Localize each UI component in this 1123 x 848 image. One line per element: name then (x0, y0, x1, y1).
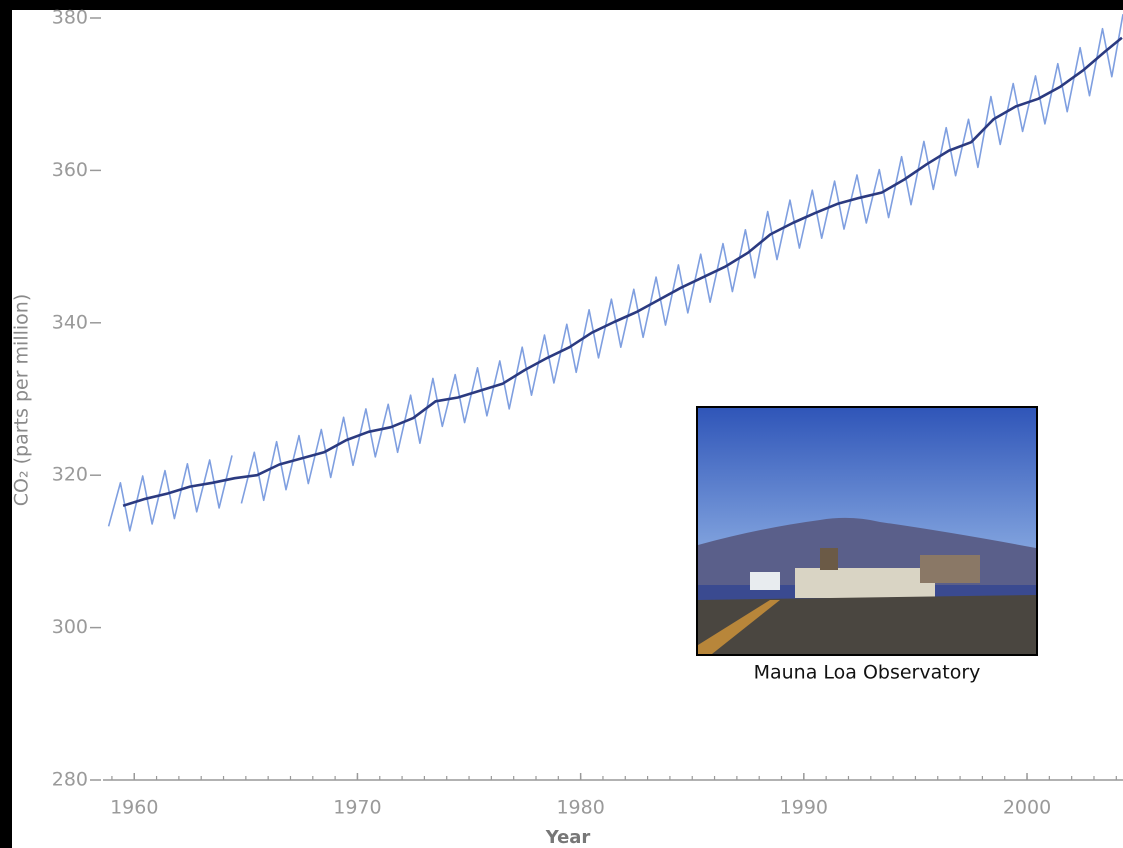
y-axis-title: CO₂ (parts per million) (11, 294, 33, 507)
y-tick-label: 300 (52, 616, 88, 638)
x-tick-label: 1990 (780, 797, 828, 819)
x-tick-label: 1980 (556, 797, 604, 819)
photo (696, 406, 1038, 656)
x-axis-title: Year (545, 827, 591, 848)
series-line (107, 14, 1123, 532)
y-tick-label: 360 (52, 159, 88, 181)
y-tick-label: 380 (52, 7, 88, 29)
series-line (122, 36, 1123, 507)
x-tick-label: 1960 (110, 797, 158, 819)
x-tick-label: 1970 (333, 797, 381, 819)
y-tick-label: 280 (52, 769, 88, 791)
photo-caption: Mauna Loa Observatory (754, 662, 981, 684)
y-tick-label: 340 (52, 311, 88, 333)
y-tick-label: 320 (52, 464, 88, 486)
x-tick-label: 2000 (1003, 797, 1051, 819)
